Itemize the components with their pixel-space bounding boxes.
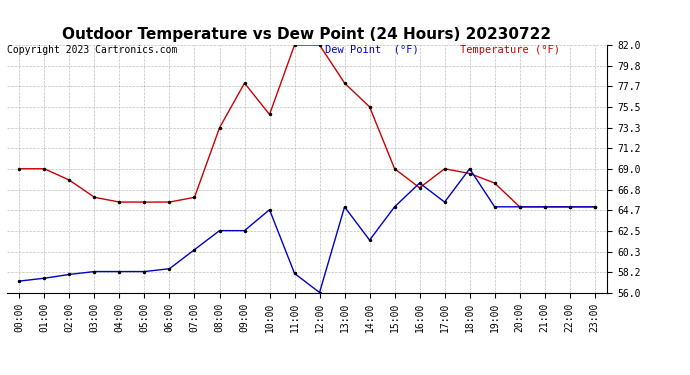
Text: Temperature (°F): Temperature (°F) [460, 45, 560, 55]
Title: Outdoor Temperature vs Dew Point (24 Hours) 20230722: Outdoor Temperature vs Dew Point (24 Hou… [63, 27, 551, 42]
Text: Dew Point  (°F): Dew Point (°F) [325, 45, 419, 55]
Text: Copyright 2023 Cartronics.com: Copyright 2023 Cartronics.com [7, 45, 177, 55]
